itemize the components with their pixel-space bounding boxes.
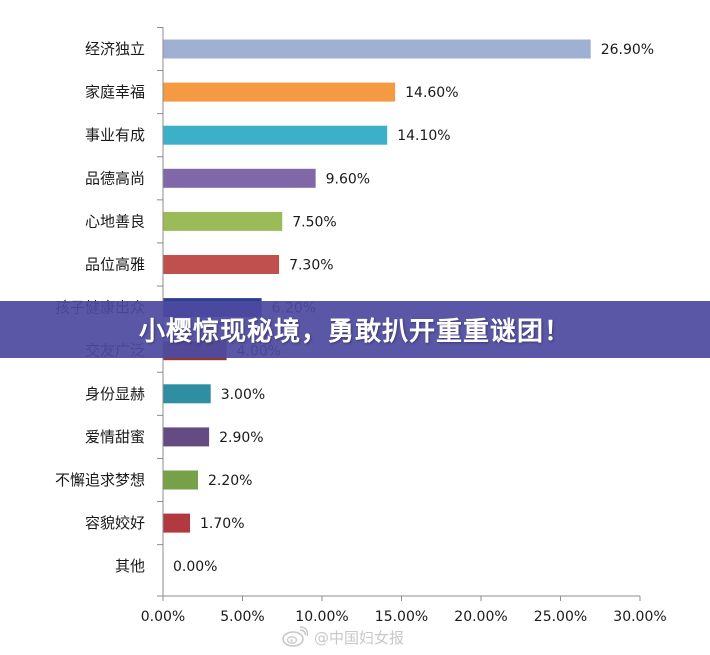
x-tick-label: 15.00% <box>375 609 428 625</box>
category-label: 心地善良 <box>85 212 145 230</box>
weibo-icon <box>282 626 308 647</box>
value-label: 7.30% <box>289 258 333 274</box>
category-label: 不懈追求梦想 <box>55 471 145 489</box>
bar <box>163 384 211 404</box>
value-label: 2.20% <box>208 473 252 489</box>
x-tick-label: 5.00% <box>220 609 264 625</box>
watermark: @中国妇女报 <box>282 622 404 652</box>
category-label: 家庭幸福 <box>85 83 145 101</box>
bar <box>163 39 591 59</box>
x-tick-label: 20.00% <box>454 609 507 625</box>
category-label: 品位高雅 <box>85 256 145 274</box>
value-label: 0.00% <box>173 559 217 575</box>
bar <box>163 125 388 145</box>
bar <box>163 470 198 490</box>
value-label: 14.10% <box>397 128 450 144</box>
x-tick-label: 10.00% <box>295 609 348 625</box>
x-tick-label: 30.00% <box>613 609 666 625</box>
bar <box>163 168 316 188</box>
value-label: 3.00% <box>221 387 265 403</box>
category-label: 品德高尚 <box>85 169 145 187</box>
category-label: 爱情甜蜜 <box>85 428 145 446</box>
bar <box>163 513 191 533</box>
value-label: 2.90% <box>219 430 263 446</box>
category-label: 容貌姣好 <box>85 514 145 532</box>
category-label: 经济独立 <box>85 40 145 58</box>
bar <box>163 255 280 274</box>
x-tick-label: 0.00% <box>141 609 185 625</box>
category-label: 事业有成 <box>85 126 145 144</box>
bar <box>163 427 210 447</box>
bar <box>163 82 396 102</box>
category-label: 其他 <box>115 557 145 575</box>
watermark-text: @中国妇女报 <box>314 628 405 647</box>
x-tick-label: 25.00% <box>534 609 587 625</box>
category-label: 身份显赫 <box>85 385 145 403</box>
value-label: 14.60% <box>405 85 458 101</box>
value-label: 26.90% <box>601 42 654 58</box>
value-label: 1.70% <box>200 516 244 532</box>
bar <box>163 211 283 231</box>
banner-title: 小樱惊现秘境，勇敢扒开重重谜团！ <box>138 317 571 347</box>
value-label: 9.60% <box>326 171 370 187</box>
value-label: 7.50% <box>292 214 336 230</box>
title-banner: 小樱惊现秘境，勇敢扒开重重谜团！ <box>0 301 710 358</box>
